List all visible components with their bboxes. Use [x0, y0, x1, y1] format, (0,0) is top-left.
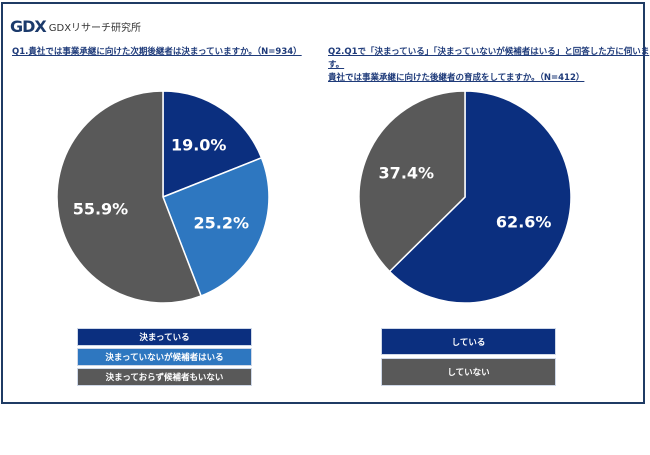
q2-title-line1: Q2.Q1で「決まっている」「決まっていないが候補者はいる」と回答した方に伺いま…: [328, 47, 650, 70]
chart-frame: [1, 2, 645, 404]
pie2-slice-1: [358, 90, 466, 273]
logo-text: GDXリサーチ研究所: [48, 23, 142, 34]
legend-q1-2: 決まっておらず候補者もいない: [77, 368, 252, 386]
legend-q2-0: している: [381, 328, 556, 355]
q2-title-line2: 貴社では事業承継に向けた後継者の育成をしてますか。（N=412）: [328, 73, 585, 83]
pie2-label-0: 62.6%: [496, 213, 552, 232]
legend-q1-0: 決まっている: [77, 328, 252, 346]
q2-title: Q2.Q1で「決まっている」「決まっていないが候補者はいる」と回答した方に伺いま…: [328, 46, 650, 85]
pie1-slice-1: [162, 156, 270, 297]
pie1-label-0: 19.0%: [171, 135, 227, 154]
logo: GDX GDXリサーチ研究所: [10, 17, 141, 36]
pie1-slice-0: [162, 90, 263, 199]
logo-mark: GDX: [10, 17, 47, 36]
legend-q2-1: していない: [381, 358, 556, 386]
q1-title: Q1.貴社では事業承継に向けた次期後継者は決まっていますか。（N=934）: [12, 47, 302, 57]
pie2-slice-0: [388, 90, 572, 304]
legend-q1-1: 決まっていないが候補者はいる: [77, 348, 252, 366]
pie2-label-1: 37.4%: [379, 163, 435, 182]
pie1-label-1: 25.2%: [194, 214, 250, 233]
pie1-slice-2: [56, 90, 203, 304]
pie1-label-2: 55.9%: [73, 200, 129, 219]
